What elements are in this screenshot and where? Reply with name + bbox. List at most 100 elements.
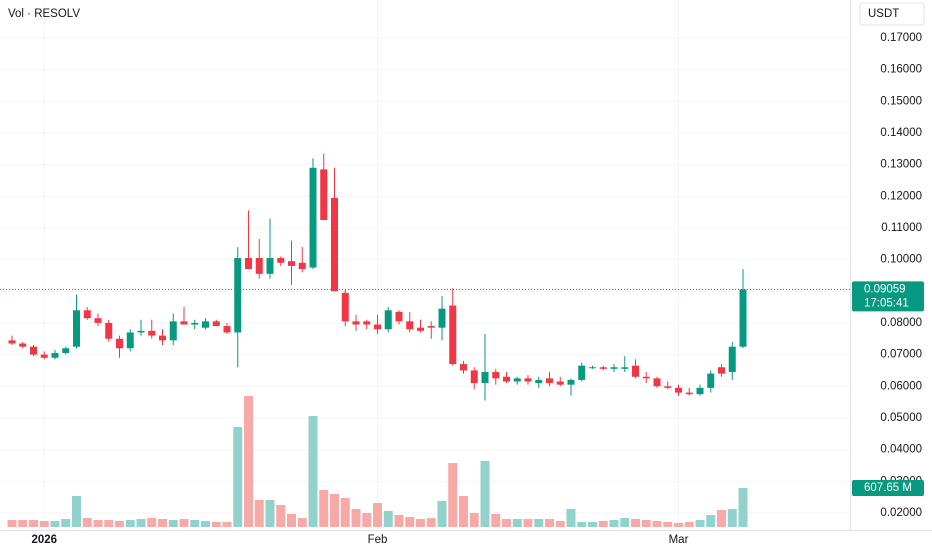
volume-label-box xyxy=(852,480,924,497)
y-tick-label: 0.06000 xyxy=(880,380,922,392)
candle-body xyxy=(255,258,263,274)
volume-bar xyxy=(265,500,275,527)
y-tick-label: 0.07000 xyxy=(880,349,922,361)
y-tick-label: 0.13000 xyxy=(880,159,922,171)
volume-bar xyxy=(674,523,683,527)
candle-body xyxy=(653,378,661,387)
volume-bar xyxy=(222,522,232,527)
candle-body xyxy=(535,379,543,384)
candle-body xyxy=(728,346,736,373)
y-tick-label: 0.11000 xyxy=(881,222,922,234)
candle-body xyxy=(675,387,682,393)
candle-body xyxy=(341,292,349,322)
candle-body xyxy=(503,376,510,382)
candle-body xyxy=(191,322,199,325)
volume-bar xyxy=(437,500,447,527)
candle-body xyxy=(621,367,629,369)
candle-body xyxy=(223,326,231,333)
candle-body xyxy=(363,321,371,325)
candle-body xyxy=(524,378,532,382)
volume-bar xyxy=(394,515,404,527)
currency[interactable]: USDT xyxy=(868,8,899,20)
volume-bar xyxy=(158,518,167,527)
candles xyxy=(0,153,850,401)
candle-body xyxy=(427,326,435,328)
volume-bar xyxy=(276,505,286,527)
y-tick-label: 0.14000 xyxy=(880,127,922,139)
candle-body xyxy=(470,370,478,384)
volume-bar xyxy=(201,520,210,527)
volume-bar xyxy=(340,498,350,527)
candle-body xyxy=(664,386,672,388)
volume-bar xyxy=(308,415,318,527)
candle-body xyxy=(266,258,274,274)
volume-bar xyxy=(717,510,726,527)
candle-body xyxy=(83,310,91,319)
volume-bar xyxy=(244,396,253,527)
volume-bar xyxy=(652,520,662,527)
volume-bar xyxy=(631,518,640,527)
volume-bar xyxy=(136,518,146,527)
volume-bar xyxy=(620,518,630,527)
volume-bar xyxy=(641,520,651,527)
x-tick-label: Mar xyxy=(669,534,689,546)
volume-bar xyxy=(727,508,737,527)
volume-bar xyxy=(115,520,124,527)
volume-bar xyxy=(319,490,329,527)
y-tick-label: 0.16000 xyxy=(880,64,922,76)
volume-bar xyxy=(7,520,17,527)
candle-body xyxy=(298,262,306,270)
y-tick-label: 0.08000 xyxy=(880,317,922,329)
candle-body xyxy=(116,338,123,349)
candle-body xyxy=(62,348,70,354)
candle-body xyxy=(19,343,27,347)
candle-body xyxy=(105,322,113,339)
volume-bar xyxy=(233,427,243,527)
volume-label: 607.65 M xyxy=(864,482,912,494)
candle-body xyxy=(148,330,156,336)
candle-body xyxy=(94,318,102,323)
volume-bar xyxy=(405,517,415,527)
volume-bar xyxy=(147,518,157,527)
currency-button[interactable] xyxy=(859,2,925,26)
candle-body xyxy=(739,289,747,347)
volume-bar xyxy=(598,520,608,527)
volume-bar xyxy=(491,513,501,527)
y-tick-label: 0.12000 xyxy=(880,190,922,202)
candle-body xyxy=(8,340,16,344)
volume-bar xyxy=(609,520,619,527)
volume-bar xyxy=(254,500,264,527)
volume-bar xyxy=(448,463,458,527)
candle-body xyxy=(395,311,403,322)
candle-body xyxy=(685,392,693,395)
candle-body xyxy=(696,387,704,395)
candle-body xyxy=(513,378,521,382)
candle-body xyxy=(40,354,48,358)
volume-bar xyxy=(512,518,522,527)
volume-bar xyxy=(555,520,565,527)
candle-body xyxy=(245,258,252,270)
volume-pane xyxy=(7,396,748,527)
volume-bar xyxy=(125,520,135,527)
volume-bar xyxy=(168,520,178,527)
last-price-box xyxy=(852,281,924,312)
candle-body xyxy=(642,376,650,379)
volume-bar xyxy=(104,520,114,527)
volume-bar xyxy=(362,513,372,527)
candle-body xyxy=(718,367,725,374)
candle-body xyxy=(180,321,188,325)
volume-bar xyxy=(50,520,60,527)
volume-bar xyxy=(663,522,673,527)
volume-bar xyxy=(534,518,544,527)
x-tick-label: 2026 xyxy=(31,534,57,546)
volume-bar xyxy=(383,510,393,527)
candle-body xyxy=(320,169,328,221)
candle-body xyxy=(288,261,295,266)
volume-bar xyxy=(480,460,490,527)
volume-bar xyxy=(459,495,468,527)
volume-bar xyxy=(297,518,307,527)
volume-bar xyxy=(469,513,479,527)
candle-body xyxy=(599,367,607,369)
volume-bar xyxy=(523,518,533,527)
